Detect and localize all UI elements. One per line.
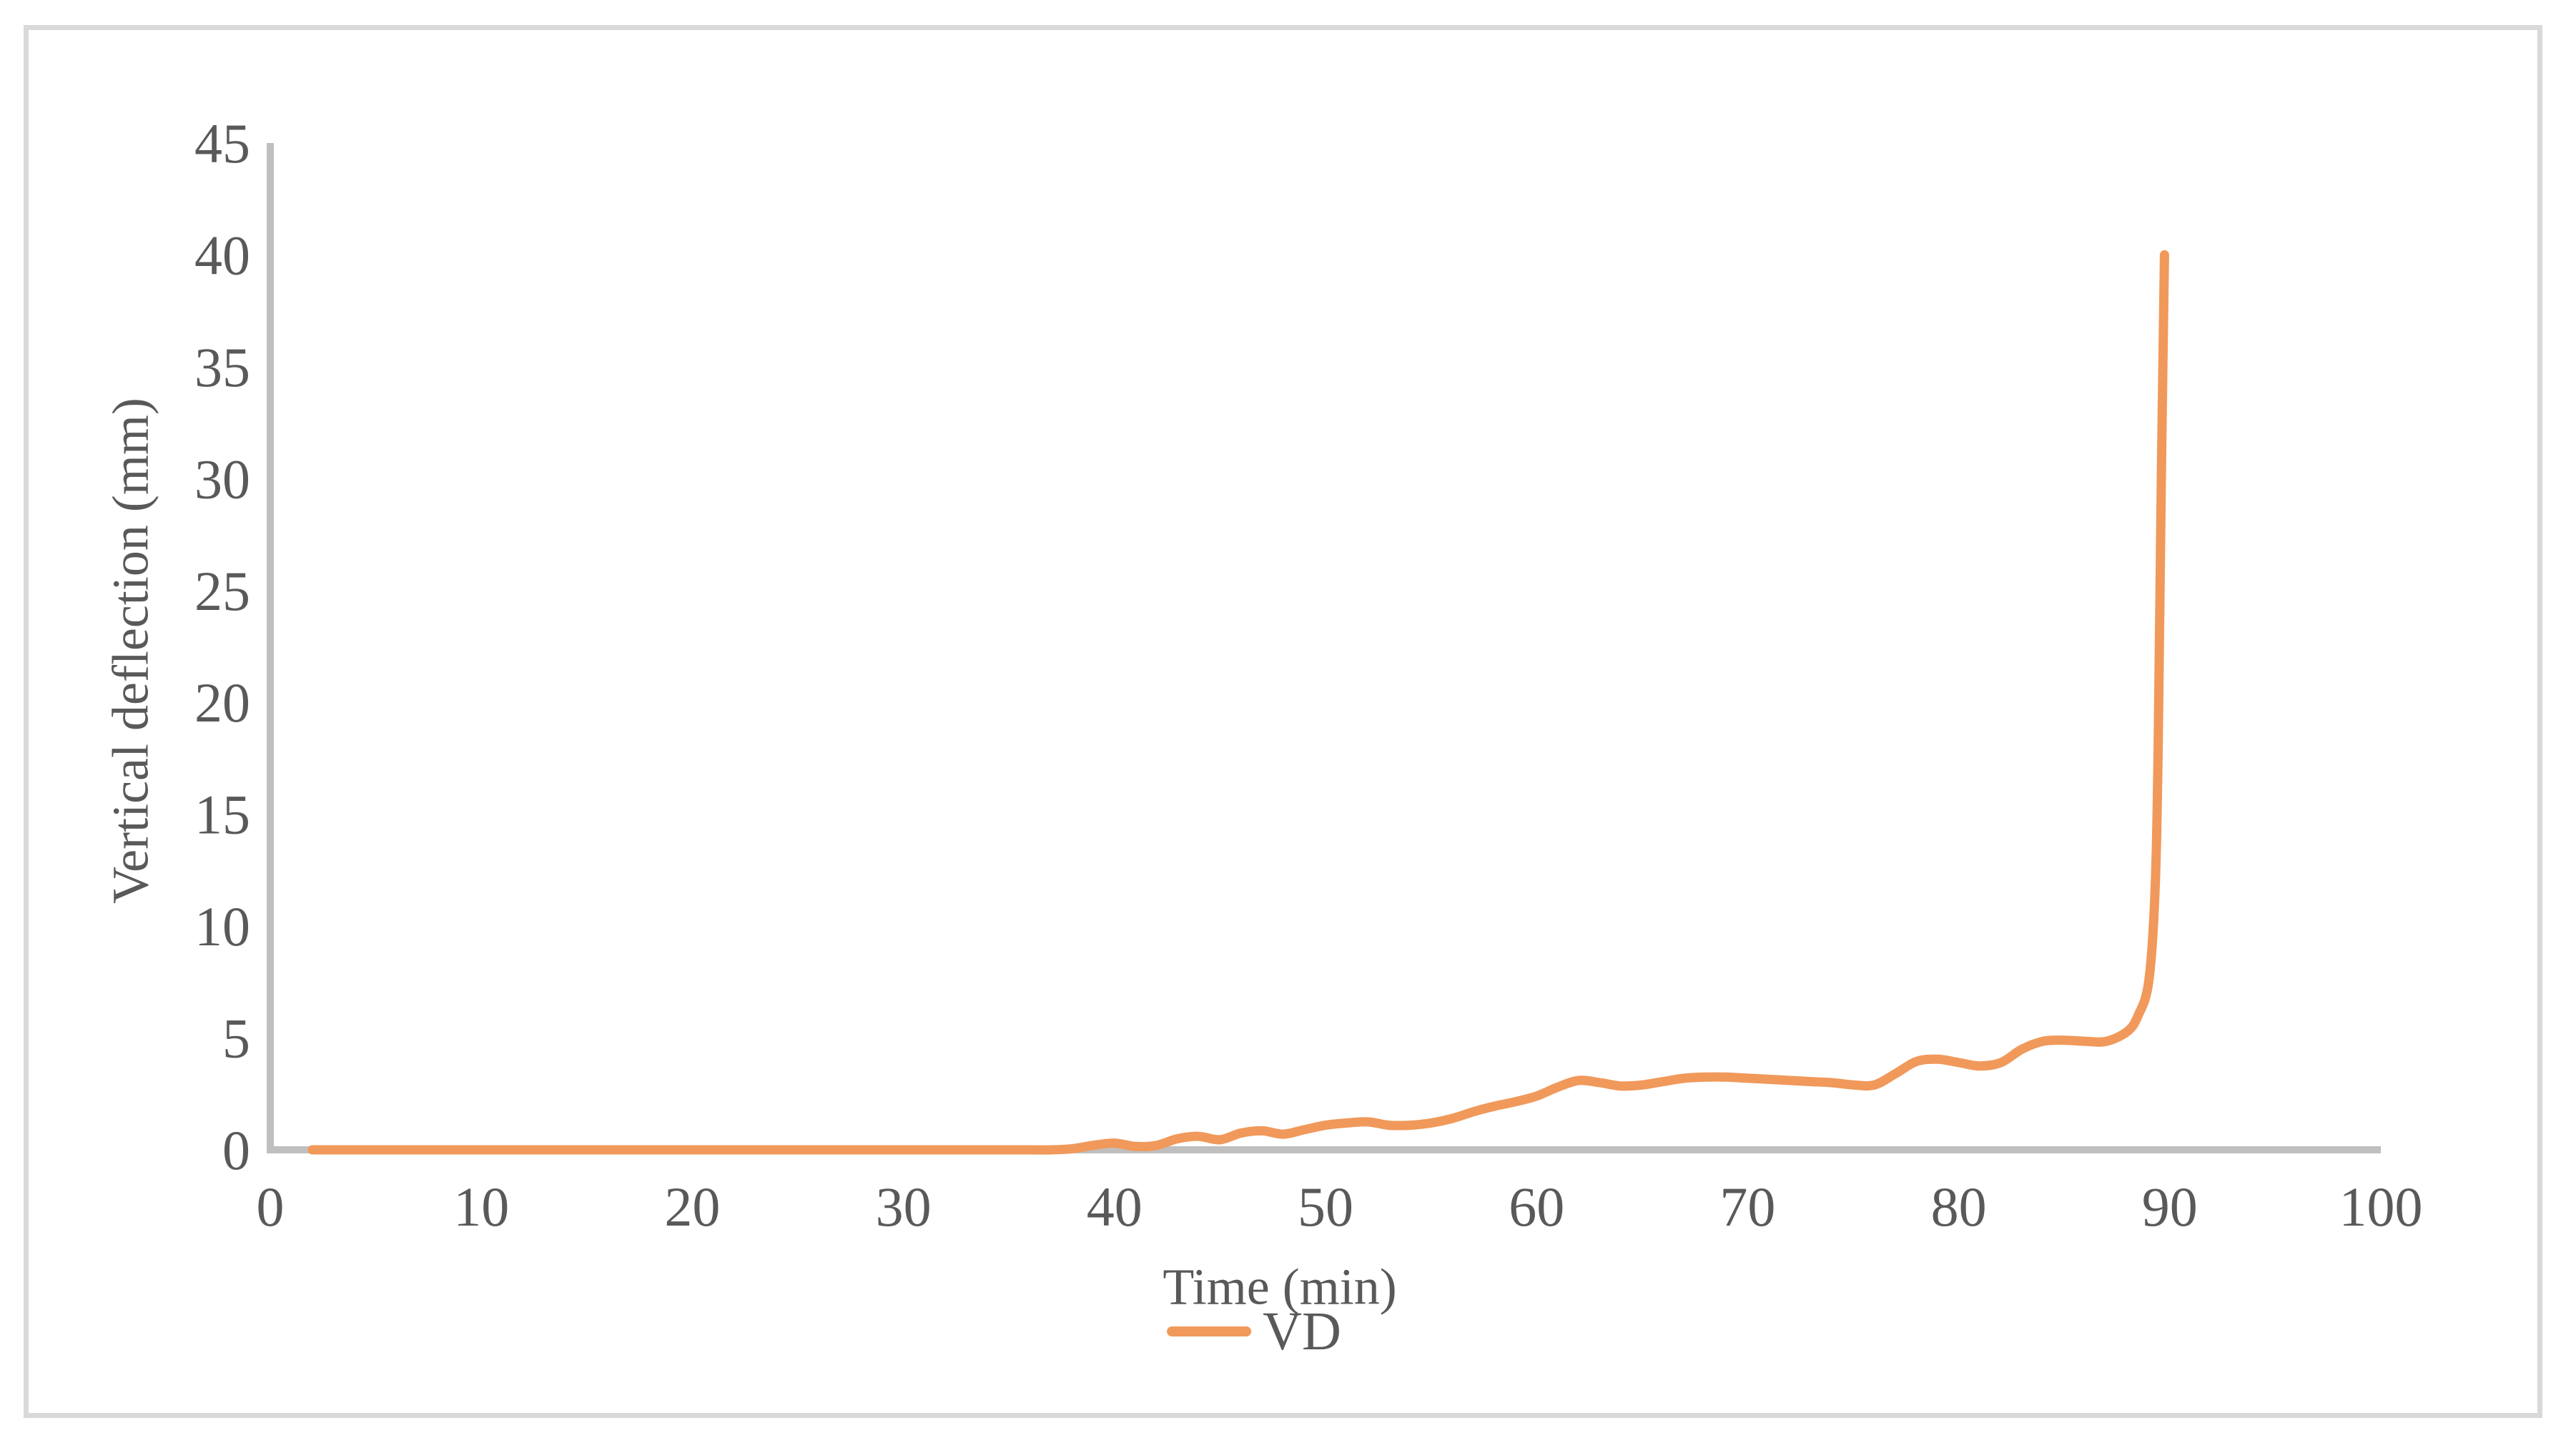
x-tick-label: 100 (2339, 1176, 2423, 1238)
x-axis-title: Time (min) (1163, 1258, 1397, 1316)
x-tick-label: 80 (1931, 1176, 1987, 1238)
x-tick-label: 10 (453, 1176, 509, 1238)
y-tick-label: 25 (194, 560, 250, 622)
y-axis-title: Vertical deflection (mm) (102, 398, 159, 904)
x-tick-label: 30 (876, 1176, 932, 1238)
y-tick-label: 45 (194, 112, 250, 174)
x-tick-label: 0 (257, 1176, 285, 1238)
legend-label: VD (1263, 1301, 1341, 1361)
y-tick-label: 35 (194, 336, 250, 398)
x-tick-label: 60 (1509, 1176, 1564, 1238)
y-tick-label: 0 (222, 1119, 250, 1181)
chart-outer-border (24, 25, 2542, 1418)
y-tick-label: 20 (194, 671, 250, 734)
x-tick-label: 20 (664, 1176, 720, 1238)
x-tick-label: 70 (1719, 1176, 1775, 1238)
series-line-vd (307, 250, 2169, 1155)
y-tick-label: 5 (222, 1008, 250, 1070)
x-tick-label: 90 (2142, 1176, 2198, 1238)
y-tick-label: 15 (194, 784, 250, 846)
y-tick-label: 10 (194, 895, 250, 957)
x-tick-label: 50 (1298, 1176, 1353, 1238)
x-tick-label: 40 (1087, 1176, 1143, 1238)
y-tick-label: 30 (194, 448, 250, 510)
y-tick-label: 40 (194, 224, 250, 286)
legend: VD (1167, 1304, 1341, 1359)
legend-line-swatch (1167, 1326, 1252, 1336)
